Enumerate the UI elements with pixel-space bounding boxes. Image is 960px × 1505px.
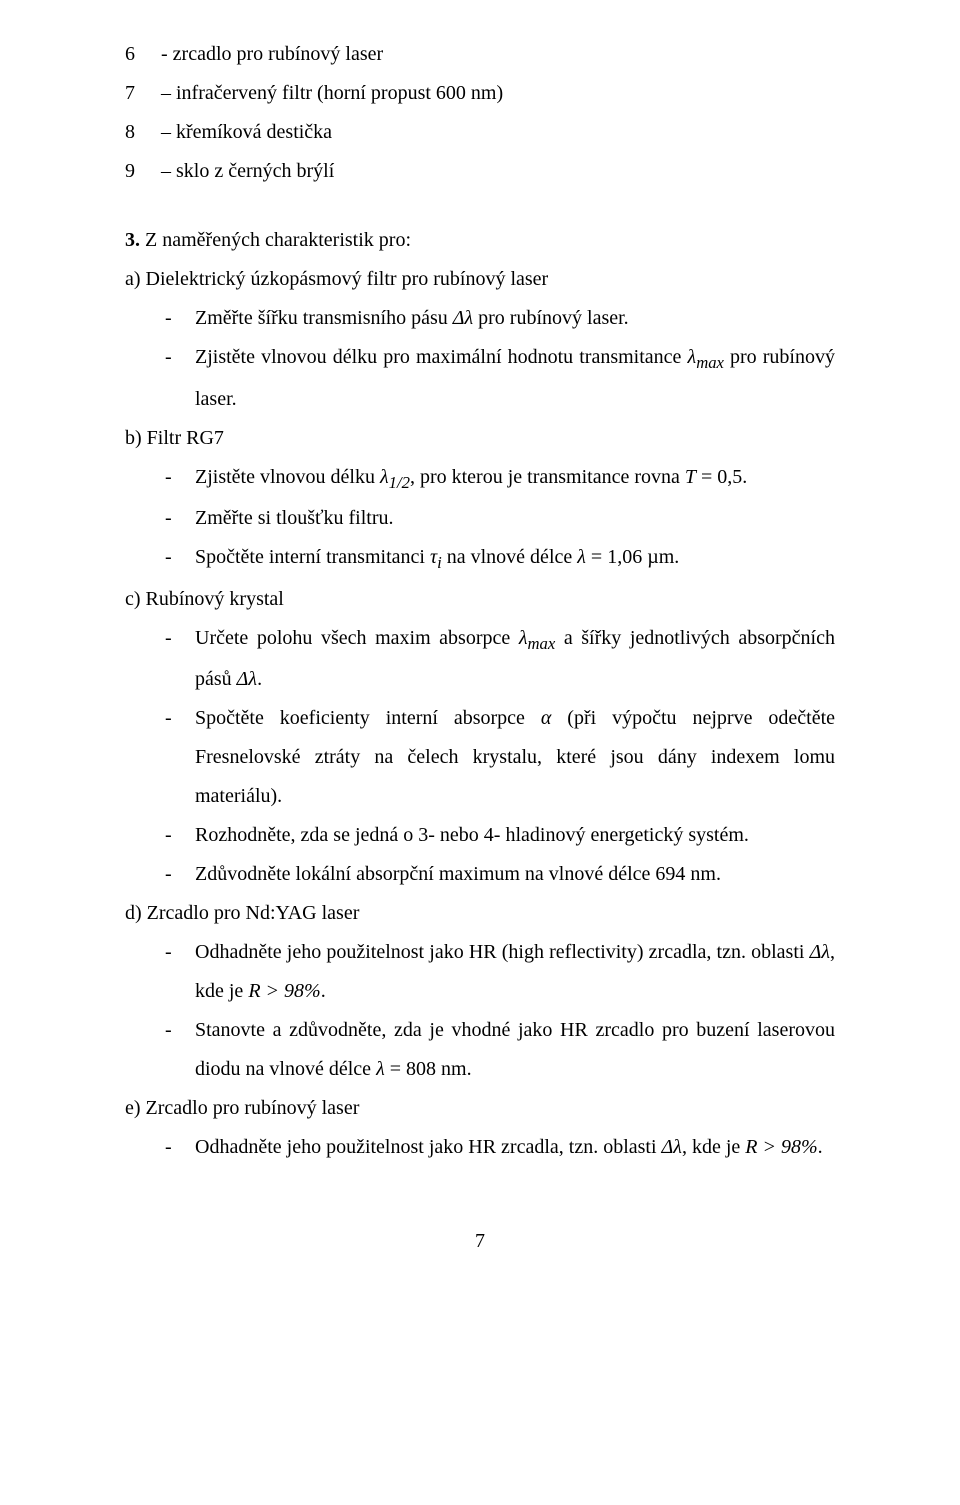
- dash-text: Určete polohu všech maxim absorpce λmax …: [195, 619, 835, 700]
- item-number: 8: [125, 113, 161, 152]
- item-text: – infračervený filtr (horní propust 600 …: [161, 74, 835, 113]
- dash-text: Zdůvodněte lokální absorpční maximum na …: [195, 855, 835, 894]
- page: 6- zrcadlo pro rubínový laser7– infračer…: [0, 0, 960, 1505]
- page-number: 7: [125, 1222, 835, 1261]
- dash-icon: -: [165, 1011, 195, 1089]
- item-text: – sklo z černých brýlí: [161, 152, 835, 191]
- dash-item: -Zdůvodněte lokální absorpční maximum na…: [125, 855, 835, 894]
- dash-item: -Změřte šířku transmisního pásu Δλ pro r…: [125, 299, 835, 338]
- dash-icon: -: [165, 338, 195, 419]
- dash-text: Rozhodněte, zda se jedná o 3- nebo 4- hl…: [195, 816, 835, 855]
- section-e-label: e) Zrcadlo pro rubínový laser: [125, 1089, 835, 1128]
- list-item: 9– sklo z černých brýlí: [125, 152, 835, 191]
- dash-item: -Spočtěte interní transmitanci τi na vln…: [125, 538, 835, 580]
- item-number: 9: [125, 152, 161, 191]
- dash-item: -Zjistěte vlnovou délku pro maximální ho…: [125, 338, 835, 419]
- dash-icon: -: [165, 299, 195, 338]
- item-number: 7: [125, 74, 161, 113]
- dash-icon: -: [165, 458, 195, 500]
- list-item: 7– infračervený filtr (horní propust 600…: [125, 74, 835, 113]
- dash-text: Zjistěte vlnovou délku λ1/2, pro kterou …: [195, 458, 835, 500]
- dash-item: -Odhadněte jeho použitelnost jako HR zrc…: [125, 1128, 835, 1167]
- section-b-label: b) Filtr RG7: [125, 419, 835, 458]
- dash-item: -Stanovte a zdůvodněte, zda je vhodné ja…: [125, 1011, 835, 1089]
- dash-item: -Rozhodněte, zda se jedná o 3- nebo 4- h…: [125, 816, 835, 855]
- list-item: 6- zrcadlo pro rubínový laser: [125, 35, 835, 74]
- item-text: – křemíková destička: [161, 113, 835, 152]
- dash-item: -Určete polohu všech maxim absorpce λmax…: [125, 619, 835, 700]
- section-d-label: d) Zrcadlo pro Nd:YAG laser: [125, 894, 835, 933]
- dash-item: -Odhadněte jeho použitelnost jako HR (hi…: [125, 933, 835, 1011]
- dash-text: Změřte si tloušťku filtru.: [195, 499, 835, 538]
- dash-text: Odhadněte jeho použitelnost jako HR (hig…: [195, 933, 835, 1011]
- dash-item: -Spočtěte koeficienty interní absorpce α…: [125, 699, 835, 816]
- dash-icon: -: [165, 855, 195, 894]
- dash-item: -Změřte si tloušťku filtru.: [125, 499, 835, 538]
- dash-icon: -: [165, 499, 195, 538]
- item-text: - zrcadlo pro rubínový laser: [161, 35, 835, 74]
- dash-icon: -: [165, 619, 195, 700]
- dash-icon: -: [165, 699, 195, 816]
- q3-heading: 3. Z naměřených charakteristik pro:: [125, 221, 835, 260]
- dash-text: Stanovte a zdůvodněte, zda je vhodné jak…: [195, 1011, 835, 1089]
- section-c-label: c) Rubínový krystal: [125, 580, 835, 619]
- dash-item: -Zjistěte vlnovou délku λ1/2, pro kterou…: [125, 458, 835, 500]
- item-number: 6: [125, 35, 161, 74]
- dash-icon: -: [165, 1128, 195, 1167]
- dash-text: Zjistěte vlnovou délku pro maximální hod…: [195, 338, 835, 419]
- dash-icon: -: [165, 933, 195, 1011]
- dash-icon: -: [165, 538, 195, 580]
- dash-text: Odhadněte jeho použitelnost jako HR zrca…: [195, 1128, 835, 1167]
- list-item: 8– křemíková destička: [125, 113, 835, 152]
- section-a-label: a) Dielektrický úzkopásmový filtr pro ru…: [125, 260, 835, 299]
- dash-text: Spočtěte interní transmitanci τi na vlno…: [195, 538, 835, 580]
- dash-icon: -: [165, 816, 195, 855]
- dash-text: Spočtěte koeficienty interní absorpce α …: [195, 699, 835, 816]
- dash-text: Změřte šířku transmisního pásu Δλ pro ru…: [195, 299, 835, 338]
